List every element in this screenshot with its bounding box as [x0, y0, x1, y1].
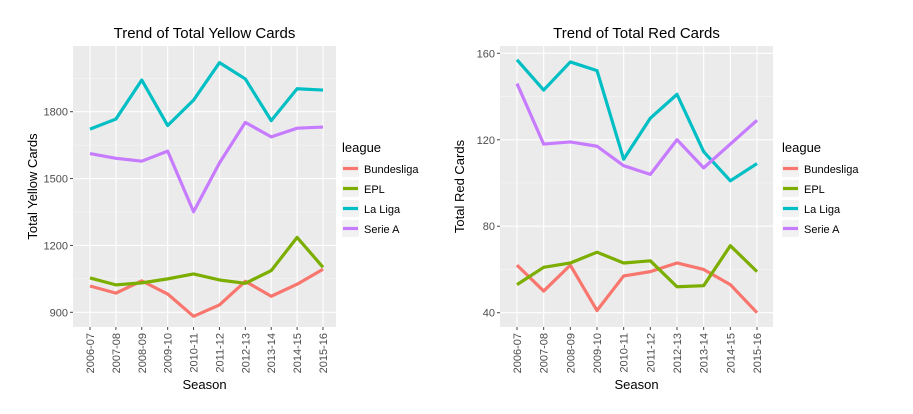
legend-label: Bundesliga: [364, 164, 419, 176]
y-axis-title: Total Yellow Cards: [25, 133, 40, 240]
y-axis-title: Total Red Cards: [452, 139, 467, 233]
series-line-bundesliga: [89, 267, 324, 318]
legend-title: league: [782, 140, 821, 155]
legend-label: EPL: [364, 184, 385, 196]
x-tick-label: 2012-13: [672, 333, 684, 373]
x-tick-label: 2008-09: [137, 333, 149, 373]
chart-title: Trend of Total Yellow Cards: [114, 25, 296, 42]
x-tick-label: 2008-09: [565, 333, 577, 373]
series-line-la-liga: [515, 58, 758, 183]
x-tick-label: 2013-14: [699, 333, 711, 373]
y-tick-label: 1800: [44, 107, 68, 119]
series-line-bundesliga: [515, 261, 759, 314]
y-tick-label: 160: [477, 48, 495, 60]
x-axis-title: Season: [182, 377, 226, 392]
y-tick-label: 1200: [44, 240, 68, 252]
x-tick-label: 2012-13: [240, 333, 252, 373]
series-line-epl: [89, 235, 325, 287]
x-tick-label: 2014-15: [292, 333, 304, 373]
chart-panel-1: 40 80 120 160 2006-07 2007-08 2008-09 2009-10 20…: [452, 25, 859, 392]
y-tick-label: 80: [483, 221, 495, 233]
legend: league Bundesliga EPL La Liga Serie A: [342, 140, 419, 237]
chart-title: Trend of Total Red Cards: [553, 25, 720, 42]
x-tick-label: 2010-11: [619, 333, 631, 373]
legend-label: Serie A: [364, 224, 400, 236]
series-line-serie-a: [89, 120, 324, 214]
x-tick-label: 2011-12: [214, 333, 226, 373]
x-tick-label: 2013-14: [266, 333, 278, 373]
y-tick-label: 120: [477, 135, 495, 147]
series-line-epl: [516, 244, 759, 289]
x-tick-label: 2007-08: [111, 333, 123, 373]
x-tick-label: 2009-10: [592, 333, 604, 373]
y-tick-label: 40: [483, 308, 495, 320]
x-tick-label: 2009-10: [163, 333, 175, 373]
x-axis-title: Season: [614, 377, 658, 392]
x-tick-label: 2010-11: [189, 333, 201, 373]
legend-label: La Liga: [364, 204, 401, 216]
legend: league Bundesliga EPL La Liga Serie A: [782, 140, 859, 237]
y-tick-label: 1500: [44, 174, 68, 186]
legend-label: EPL: [804, 184, 825, 196]
legend-label: Serie A: [804, 224, 840, 236]
x-tick-label: 2014-15: [725, 333, 737, 373]
x-tick-label: 2006-07: [512, 333, 524, 373]
x-tick-label: 2015-16: [752, 333, 764, 373]
legend-label: La Liga: [804, 204, 841, 216]
series-line-serie-a: [515, 82, 759, 176]
legend-title: league: [342, 140, 381, 155]
series-line-la-liga: [89, 61, 324, 131]
x-tick-label: 2011-12: [645, 333, 657, 373]
chart-panel-0: 900 1200 1500 1800 2006-07 2007-08 2008-09 2009…: [25, 25, 419, 392]
x-tick-label: 2006-07: [85, 333, 97, 373]
legend-label: Bundesliga: [804, 164, 859, 176]
x-tick-label: 2015-16: [318, 333, 330, 373]
y-tick-label: 900: [50, 307, 68, 319]
plot-background: [500, 46, 773, 327]
x-tick-label: 2007-08: [539, 333, 551, 373]
